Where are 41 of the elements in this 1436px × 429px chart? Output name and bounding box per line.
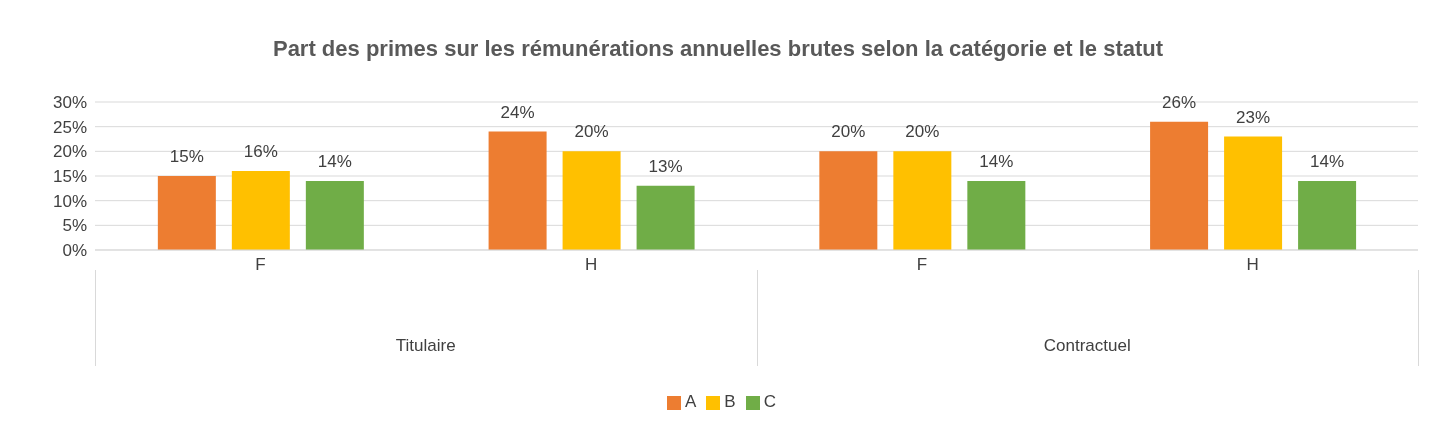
y-tick-label: 25% (52, 117, 87, 137)
data-label: 14% (1310, 151, 1345, 171)
bar (819, 151, 878, 250)
chart-title: Part des primes sur les rémunérations annuelles brutes selon la catégorie et le statut (271, 36, 1165, 62)
data-label: 26% (1162, 92, 1197, 112)
text: Titulaire (394, 336, 457, 356)
y-tick-label: 15% (52, 167, 87, 187)
bar (1224, 136, 1283, 250)
data-label: 20% (831, 122, 866, 142)
y-tick-label: 5% (62, 216, 87, 236)
data-label: 14% (979, 151, 1014, 171)
y-tick-label: 0% (62, 241, 87, 261)
x-tick-label: F (916, 255, 928, 275)
legend-label: A (685, 392, 697, 411)
x-tick-label: H (584, 255, 598, 275)
data-label: 24% (500, 102, 535, 122)
data-label: 20% (574, 122, 609, 142)
data-label: 15% (169, 147, 204, 166)
bar (488, 131, 547, 250)
legend-label: C (763, 392, 776, 411)
bar (562, 151, 621, 250)
y-tick-label: 10% (52, 191, 87, 211)
bar (305, 180, 364, 250)
bar (967, 180, 1026, 250)
bar (157, 176, 216, 250)
y-tick-label: 30% (52, 93, 87, 113)
bar (893, 151, 952, 250)
bar (636, 185, 695, 250)
data-label: 14% (317, 151, 352, 171)
data-label: 23% (1236, 107, 1271, 127)
bar (1298, 180, 1357, 250)
bar (231, 171, 290, 250)
data-label: 13% (648, 156, 683, 176)
data-label: 20% (905, 122, 940, 142)
y-tick-label: 20% (52, 142, 87, 162)
data-label: 16% (243, 142, 278, 162)
x-tick-label: H (1246, 255, 1259, 275)
legend-label: B (724, 392, 736, 411)
text: Contractuel (1042, 336, 1132, 356)
bar (1150, 121, 1209, 250)
x-tick-label: F (255, 255, 266, 275)
